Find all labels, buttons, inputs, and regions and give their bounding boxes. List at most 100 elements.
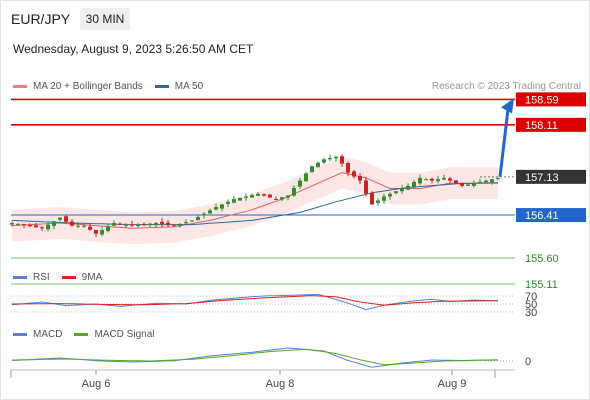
candle — [148, 223, 152, 226]
candle — [280, 197, 284, 200]
level-tag-157-13 — [516, 169, 586, 184]
candle — [184, 222, 188, 224]
candle — [58, 217, 62, 220]
credit-text: Research © 2023 Trading Central — [431, 81, 581, 92]
candle — [436, 179, 440, 182]
candle — [442, 177, 446, 180]
macd-legend-label: MACD — [33, 329, 63, 340]
candle — [154, 223, 158, 225]
candle — [334, 156, 338, 159]
instrument-title: EUR/JPY — [11, 11, 71, 27]
macd-legend: MACD MACD Signal — [13, 329, 154, 340]
level-label-158-59: 158.59 — [525, 94, 559, 106]
main-legend: MA 20 + Bollinger Bands MA 50 — [13, 81, 203, 92]
level-label-155-11: 155.11 — [525, 279, 558, 291]
level-tag-158-11 — [516, 117, 586, 132]
ma20-line — [11, 172, 498, 229]
candle — [430, 178, 434, 181]
candle — [88, 226, 92, 230]
candle — [100, 230, 104, 235]
candle — [76, 225, 80, 227]
interval-badge[interactable]: 30 MIN — [80, 8, 130, 30]
candle — [484, 180, 488, 183]
candle — [106, 226, 110, 231]
level-label-156-41: 156.41 — [525, 210, 559, 222]
candle — [490, 179, 494, 183]
candle — [130, 224, 134, 226]
candle — [34, 225, 38, 228]
candle — [238, 197, 242, 201]
x-tick-label: Aug 9 — [438, 378, 467, 390]
candle — [382, 196, 386, 201]
x-tick-label: Aug 6 — [82, 378, 111, 390]
ma50-swatch — [154, 85, 169, 88]
candle — [232, 199, 236, 203]
candle — [412, 181, 416, 187]
candle — [178, 223, 182, 227]
candle — [298, 180, 302, 187]
macd-signal-swatch — [74, 333, 89, 336]
candle — [358, 175, 362, 181]
candle — [196, 217, 200, 221]
rsi-level-label-50: 50 — [525, 299, 537, 311]
candle — [418, 177, 422, 184]
candle — [388, 193, 392, 197]
macd-zero-label: 0 — [525, 356, 531, 368]
candle — [286, 195, 290, 198]
candle — [304, 173, 308, 182]
rsi-legend-label: RSI — [33, 272, 50, 283]
macd-line — [11, 347, 499, 368]
candle — [16, 224, 20, 226]
rsi-ma-swatch — [61, 276, 76, 279]
candle — [328, 158, 332, 160]
candle — [214, 207, 218, 210]
candle — [208, 210, 212, 214]
candle — [394, 191, 398, 194]
candle — [472, 183, 476, 186]
rsi-swatch — [13, 276, 27, 279]
candle — [274, 198, 278, 200]
timestamp: Wednesday, August 9, 2023 5:26:50 AM CET — [13, 42, 254, 56]
bollinger-band — [12, 156, 498, 245]
candle — [40, 227, 44, 229]
candle — [112, 223, 116, 226]
candle — [82, 225, 86, 227]
rsi-ma-line — [11, 295, 498, 306]
candle — [340, 156, 344, 164]
candle — [202, 213, 206, 216]
rsi-legend: RSI 9MA — [13, 272, 102, 283]
level-label-157-13: 157.13 — [525, 172, 559, 184]
candle — [424, 179, 428, 181]
candle — [448, 178, 452, 181]
candle — [364, 180, 368, 194]
candle — [352, 171, 356, 177]
candle — [322, 159, 326, 163]
candle — [310, 166, 314, 173]
candle — [226, 201, 230, 204]
candle — [52, 221, 56, 226]
forecast-arrow — [498, 109, 510, 178]
level-label-158-11: 158.11 — [525, 120, 558, 132]
macd-signal-line — [11, 348, 499, 366]
candle — [94, 230, 98, 234]
x-tick-label: Aug 8 — [266, 378, 295, 390]
candle — [172, 224, 176, 226]
ma50-line — [11, 182, 499, 226]
ma20-legend-label: MA 20 + Bollinger Bands — [33, 81, 143, 92]
level-label-155-60: 155.60 — [525, 253, 559, 265]
candle — [316, 162, 320, 168]
candle — [268, 194, 272, 198]
candle — [142, 223, 146, 225]
candle — [478, 181, 482, 184]
candle — [376, 200, 380, 203]
candle — [400, 188, 404, 192]
candle — [70, 221, 74, 226]
candle — [64, 216, 68, 222]
candle — [46, 224, 50, 230]
candle — [250, 195, 254, 198]
candle — [10, 223, 14, 225]
macd-swatch — [13, 333, 27, 336]
candle — [28, 224, 32, 227]
candle — [118, 223, 122, 225]
candle — [244, 196, 248, 198]
